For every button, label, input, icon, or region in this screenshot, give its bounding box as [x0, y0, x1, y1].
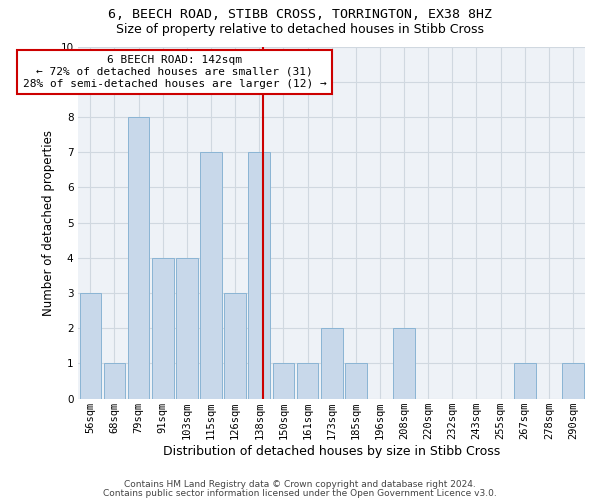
Bar	[152, 258, 173, 398]
Y-axis label: Number of detached properties: Number of detached properties	[42, 130, 55, 316]
Bar	[393, 328, 415, 398]
Bar	[200, 152, 222, 398]
Bar	[321, 328, 343, 398]
Bar	[104, 364, 125, 398]
Text: 6 BEECH ROAD: 142sqm
← 72% of detached houses are smaller (31)
28% of semi-detac: 6 BEECH ROAD: 142sqm ← 72% of detached h…	[23, 56, 326, 88]
Bar	[176, 258, 198, 398]
Bar	[345, 364, 367, 398]
Text: 6, BEECH ROAD, STIBB CROSS, TORRINGTON, EX38 8HZ: 6, BEECH ROAD, STIBB CROSS, TORRINGTON, …	[108, 8, 492, 20]
Bar	[224, 293, 246, 399]
Text: Size of property relative to detached houses in Stibb Cross: Size of property relative to detached ho…	[116, 22, 484, 36]
Bar	[80, 293, 101, 399]
Bar	[248, 152, 270, 398]
Bar	[296, 364, 319, 398]
Text: Contains public sector information licensed under the Open Government Licence v3: Contains public sector information licen…	[103, 488, 497, 498]
Bar	[128, 117, 149, 398]
X-axis label: Distribution of detached houses by size in Stibb Cross: Distribution of detached houses by size …	[163, 444, 500, 458]
Bar	[562, 364, 584, 398]
Bar	[514, 364, 536, 398]
Bar	[272, 364, 294, 398]
Text: Contains HM Land Registry data © Crown copyright and database right 2024.: Contains HM Land Registry data © Crown c…	[124, 480, 476, 489]
